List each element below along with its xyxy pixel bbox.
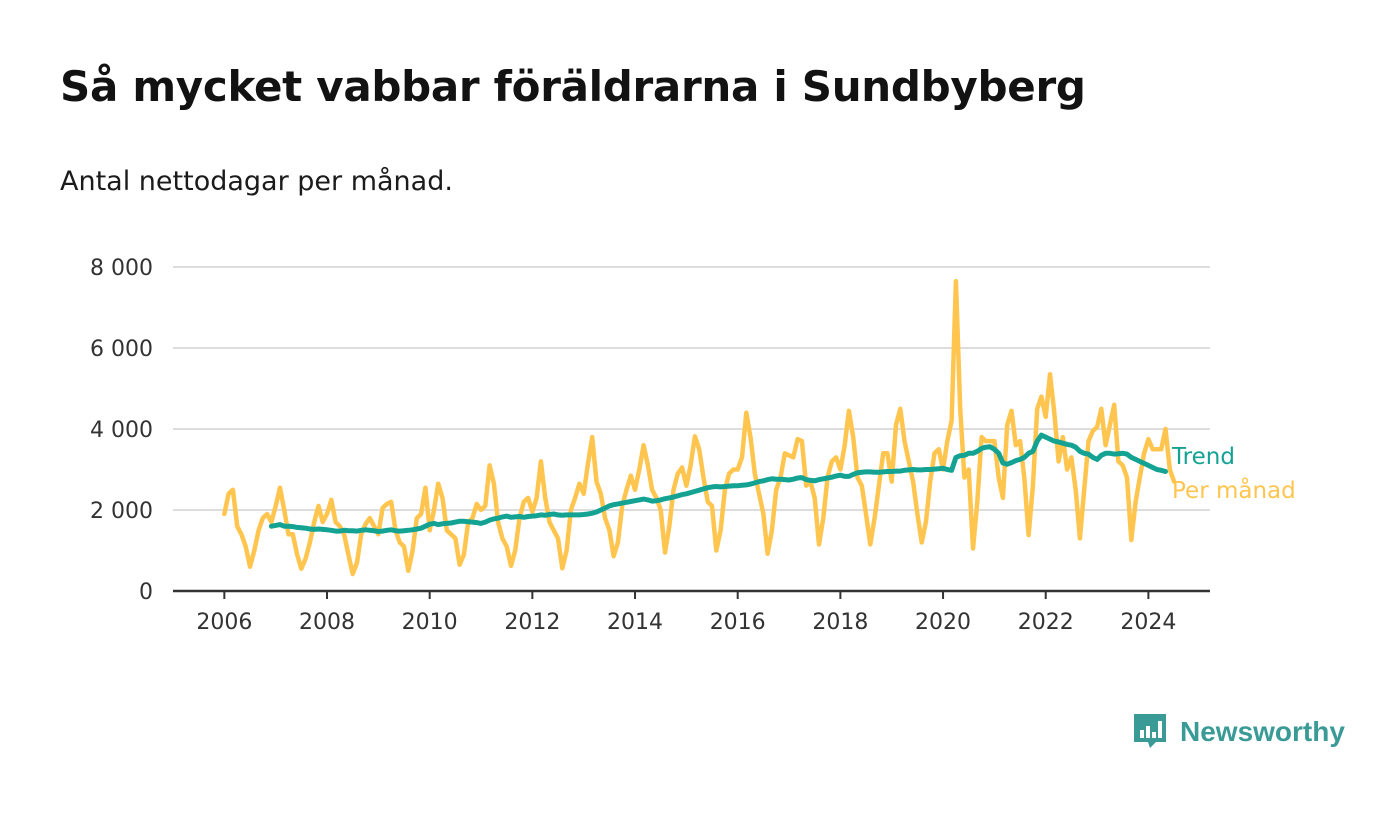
chart-legend: Trend Per månad [1171, 444, 1296, 504]
series-line-per-manad [222, 278, 1177, 577]
chart-series [222, 278, 1177, 577]
x-tick-label: 2010 [402, 610, 458, 635]
x-axis: 2006 2008 2010 2012 2014 2016 2018 2020 2022 2024 [196, 591, 1176, 635]
x-tick-label: 2018 [812, 610, 868, 635]
brand-logo: Newsworthy [1132, 712, 1345, 752]
series-line-trend [268, 432, 1168, 534]
x-tick-label: 2012 [504, 610, 560, 635]
x-tick-label: 2014 [607, 610, 663, 635]
y-axis: 0 2 000 4 000 6 000 8 000 [90, 256, 153, 605]
y-tick-label: 8 000 [90, 256, 153, 281]
legend-label-per-manad: Per månad [1172, 476, 1296, 504]
x-tick-label: 2020 [915, 610, 971, 635]
legend-label-trend: Trend [1171, 444, 1235, 470]
y-tick-label: 4 000 [90, 418, 153, 443]
x-tick-label: 2024 [1120, 610, 1176, 635]
chart-subtitle: Antal nettodagar per månad. [60, 166, 453, 197]
newsworthy-logo-icon [1134, 714, 1166, 748]
x-tick-label: 2008 [299, 610, 355, 635]
y-tick-label: 6 000 [90, 337, 153, 362]
chart-title: Så mycket vabbar föräldrarna i Sundbyber… [60, 62, 1086, 111]
x-tick-label: 2006 [196, 610, 252, 635]
x-tick-label: 2016 [710, 610, 766, 635]
x-tick-label: 2022 [1018, 610, 1074, 635]
y-tick-label: 2 000 [90, 499, 153, 524]
y-tick-label: 0 [139, 580, 153, 605]
brand-name: Newsworthy [1180, 716, 1345, 747]
